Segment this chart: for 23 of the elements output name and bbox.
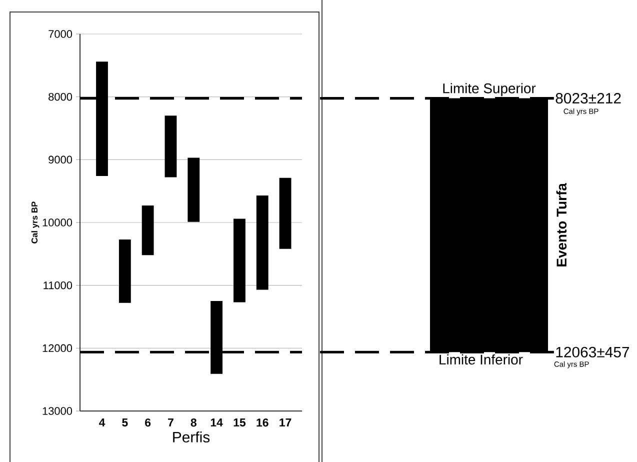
ref-line-label: 8023±212 [556, 92, 621, 104]
x-tick-label: 5 [122, 418, 128, 426]
x-tick-label: 7 [168, 418, 174, 426]
annotation: Limite Inferior [440, 354, 523, 365]
x-tick-label: 14 [210, 418, 223, 426]
y-axis-title: Cal yrs BP [31, 202, 40, 244]
ref-line-label: 12063±457 [556, 346, 630, 358]
y-tick-label: 13000 [42, 407, 72, 415]
text: Evento Turfa [556, 182, 567, 266]
x-tick-label: 8 [190, 418, 196, 427]
x-tick-label: 15 [234, 418, 246, 426]
y-tick-label: 9000 [48, 156, 72, 164]
x-axis-title: Perfis [173, 431, 210, 442]
x-tick-label: 6 [145, 418, 151, 427]
x-tick-label: 4 [98, 418, 106, 426]
annotation: Limite Superior [443, 83, 536, 96]
y-tick-label: 8000 [48, 92, 72, 101]
x-tick-label: 16 [256, 418, 268, 427]
y-tick-label: 11000 [44, 281, 72, 290]
y-tick-label: 7000 [48, 30, 72, 38]
y-tick-label: 12000 [42, 344, 72, 352]
y-tick-label: 10000 [42, 218, 72, 226]
x-tick-label: 17 [280, 418, 292, 426]
